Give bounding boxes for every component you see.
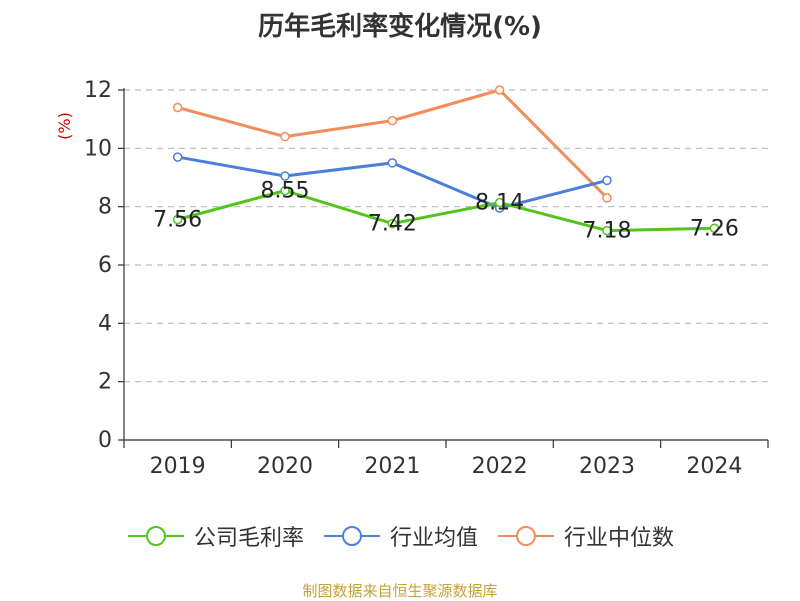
data-point-0 bbox=[602, 225, 612, 236]
legend-item-company[interactable]: 公司毛利率 bbox=[126, 520, 304, 552]
legend-swatch-industry-median bbox=[498, 526, 554, 546]
legend-swatch-company bbox=[127, 526, 184, 546]
y-tick-label: 0 bbox=[98, 428, 112, 453]
data-point-0 bbox=[172, 214, 183, 225]
data-point-0 bbox=[387, 218, 398, 229]
data-point-2 bbox=[602, 193, 612, 203]
legend-item-industry-median[interactable]: 行业中位数 bbox=[496, 520, 674, 552]
legend-label-company: 公司毛利率 bbox=[193, 526, 304, 551]
data-point-2 bbox=[387, 115, 398, 126]
legend-swatch-industry-avg bbox=[323, 526, 380, 546]
y-tick-label: 10 bbox=[84, 136, 112, 161]
data-point-2 bbox=[494, 85, 505, 95]
data-point-0 bbox=[280, 185, 290, 196]
data-point-1 bbox=[602, 175, 612, 186]
source-text: 制图数据来自恒生聚源数据库 bbox=[302, 582, 498, 600]
series-line-0 bbox=[177, 189, 715, 233]
data-point-0 bbox=[709, 223, 720, 233]
legend-label-industry-median: 行业中位数 bbox=[564, 526, 675, 551]
y-tick-label: 4 bbox=[98, 311, 112, 336]
y-axis-label: (%) bbox=[55, 112, 74, 140]
x-tick-label: 2020 bbox=[257, 454, 313, 479]
data-point-2 bbox=[280, 131, 290, 142]
y-tick-label: 12 bbox=[84, 78, 112, 103]
x-tick-label: 2022 bbox=[472, 454, 528, 479]
data-point-0 bbox=[494, 197, 505, 208]
chart-title: 历年毛利率变化情况(%) bbox=[258, 12, 542, 42]
x-tick-label: 2019 bbox=[150, 454, 206, 479]
data-label: 7.18 bbox=[583, 219, 632, 244]
data-label: 8.14 bbox=[475, 191, 524, 216]
data-label: 7.56 bbox=[153, 208, 202, 233]
data-point-2 bbox=[172, 102, 183, 113]
legend-label-industry-avg: 行业均值 bbox=[389, 526, 478, 551]
y-tick-label: 6 bbox=[98, 253, 112, 278]
legend-item-industry-avg[interactable]: 行业均值 bbox=[322, 520, 478, 552]
data-label: 7.26 bbox=[690, 216, 739, 241]
legend: 公司毛利率 行业均值 行业中位数 bbox=[0, 520, 800, 552]
series-line-2 bbox=[177, 88, 609, 199]
data-point-1 bbox=[387, 158, 398, 168]
y-tick-label: 2 bbox=[98, 370, 112, 395]
data-label: 7.42 bbox=[368, 212, 417, 237]
y-tick-label: 8 bbox=[98, 195, 112, 220]
x-tick-label: 2023 bbox=[579, 454, 635, 479]
data-point-1 bbox=[280, 171, 290, 181]
x-tick-label: 2021 bbox=[364, 454, 420, 479]
data-label: 8.55 bbox=[261, 179, 310, 204]
x-tick-label: 2024 bbox=[686, 454, 742, 479]
data-point-1 bbox=[172, 152, 183, 162]
